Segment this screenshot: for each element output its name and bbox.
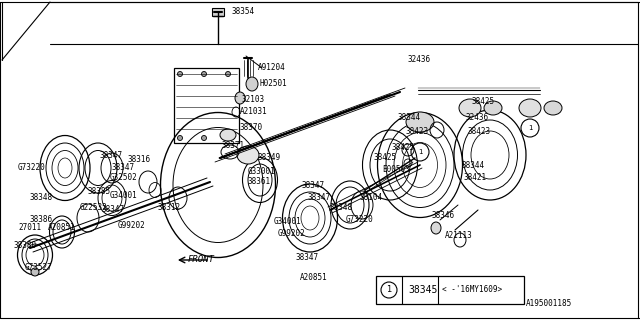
Text: G99202: G99202 [278, 229, 306, 238]
Bar [376, 276, 524, 304]
Text: 38370: 38370 [240, 124, 263, 132]
Ellipse shape [235, 92, 245, 104]
Text: 38348: 38348 [330, 204, 353, 212]
Text: A20851: A20851 [48, 223, 76, 233]
Text: 38421: 38421 [464, 173, 487, 182]
Text: 38347: 38347 [100, 150, 123, 159]
Text: 38423: 38423 [405, 127, 428, 137]
Text: 38346: 38346 [432, 211, 455, 220]
Ellipse shape [484, 101, 502, 115]
Text: 38380: 38380 [14, 242, 37, 251]
Text: 1: 1 [528, 125, 532, 131]
Ellipse shape [220, 129, 236, 141]
Text: G73527: G73527 [25, 263, 52, 273]
Text: 38344: 38344 [398, 114, 421, 123]
Text: G34001: G34001 [274, 218, 301, 227]
Circle shape [177, 135, 182, 140]
Text: 38386: 38386 [30, 215, 53, 225]
Ellipse shape [459, 99, 481, 117]
Text: E00503: E00503 [382, 165, 410, 174]
Text: 38361: 38361 [248, 178, 271, 187]
Ellipse shape [237, 146, 259, 164]
Text: 38347: 38347 [302, 180, 325, 189]
Text: G22532: G22532 [80, 204, 108, 212]
Text: G32502: G32502 [110, 173, 138, 182]
Circle shape [31, 268, 39, 276]
Text: A91204: A91204 [258, 63, 285, 73]
Text: A20851: A20851 [300, 274, 328, 283]
Circle shape [202, 71, 207, 76]
Text: 38344: 38344 [462, 161, 485, 170]
Text: G99202: G99202 [118, 220, 146, 229]
Text: G73220: G73220 [346, 215, 374, 225]
Text: G33001: G33001 [248, 167, 276, 177]
Text: A195001185: A195001185 [526, 300, 572, 308]
Text: 38385: 38385 [88, 188, 111, 196]
Text: 38354: 38354 [232, 7, 255, 17]
Text: A21113: A21113 [445, 230, 473, 239]
Ellipse shape [246, 77, 258, 91]
Text: 32436: 32436 [408, 55, 431, 65]
Text: 38347: 38347 [308, 194, 331, 203]
Text: 1: 1 [387, 285, 392, 294]
Text: 32103: 32103 [242, 95, 265, 105]
Text: 38425: 38425 [472, 98, 495, 107]
Text: 38347: 38347 [296, 253, 319, 262]
Text: 38345: 38345 [408, 285, 437, 295]
Text: 38423: 38423 [468, 127, 491, 137]
Text: 38312: 38312 [158, 204, 181, 212]
Text: G73220: G73220 [18, 164, 45, 172]
Ellipse shape [406, 112, 434, 132]
Text: 38371: 38371 [222, 140, 245, 149]
Text: 38425: 38425 [374, 154, 397, 163]
Text: A21031: A21031 [240, 108, 268, 116]
Circle shape [177, 71, 182, 76]
Ellipse shape [519, 99, 541, 117]
Bar [174, 68, 239, 143]
Text: FRONT: FRONT [188, 255, 215, 265]
Bar [212, 8, 224, 16]
Text: 27011: 27011 [18, 223, 41, 233]
Text: H02501: H02501 [260, 79, 288, 89]
Circle shape [225, 135, 230, 140]
Ellipse shape [431, 222, 441, 234]
Text: < -'16MY1609>: < -'16MY1609> [442, 285, 502, 294]
Text: 38347: 38347 [102, 205, 125, 214]
Ellipse shape [544, 101, 562, 115]
Text: 38348: 38348 [30, 194, 53, 203]
Circle shape [225, 71, 230, 76]
Circle shape [202, 135, 207, 140]
Text: 32436: 32436 [465, 114, 488, 123]
Text: 38104: 38104 [360, 194, 383, 203]
Text: 38349: 38349 [258, 154, 281, 163]
Text: 38425: 38425 [392, 143, 415, 153]
Text: 38316: 38316 [128, 156, 151, 164]
Text: G34001: G34001 [110, 190, 138, 199]
Text: 38347: 38347 [112, 164, 135, 172]
Text: 1: 1 [418, 149, 422, 155]
